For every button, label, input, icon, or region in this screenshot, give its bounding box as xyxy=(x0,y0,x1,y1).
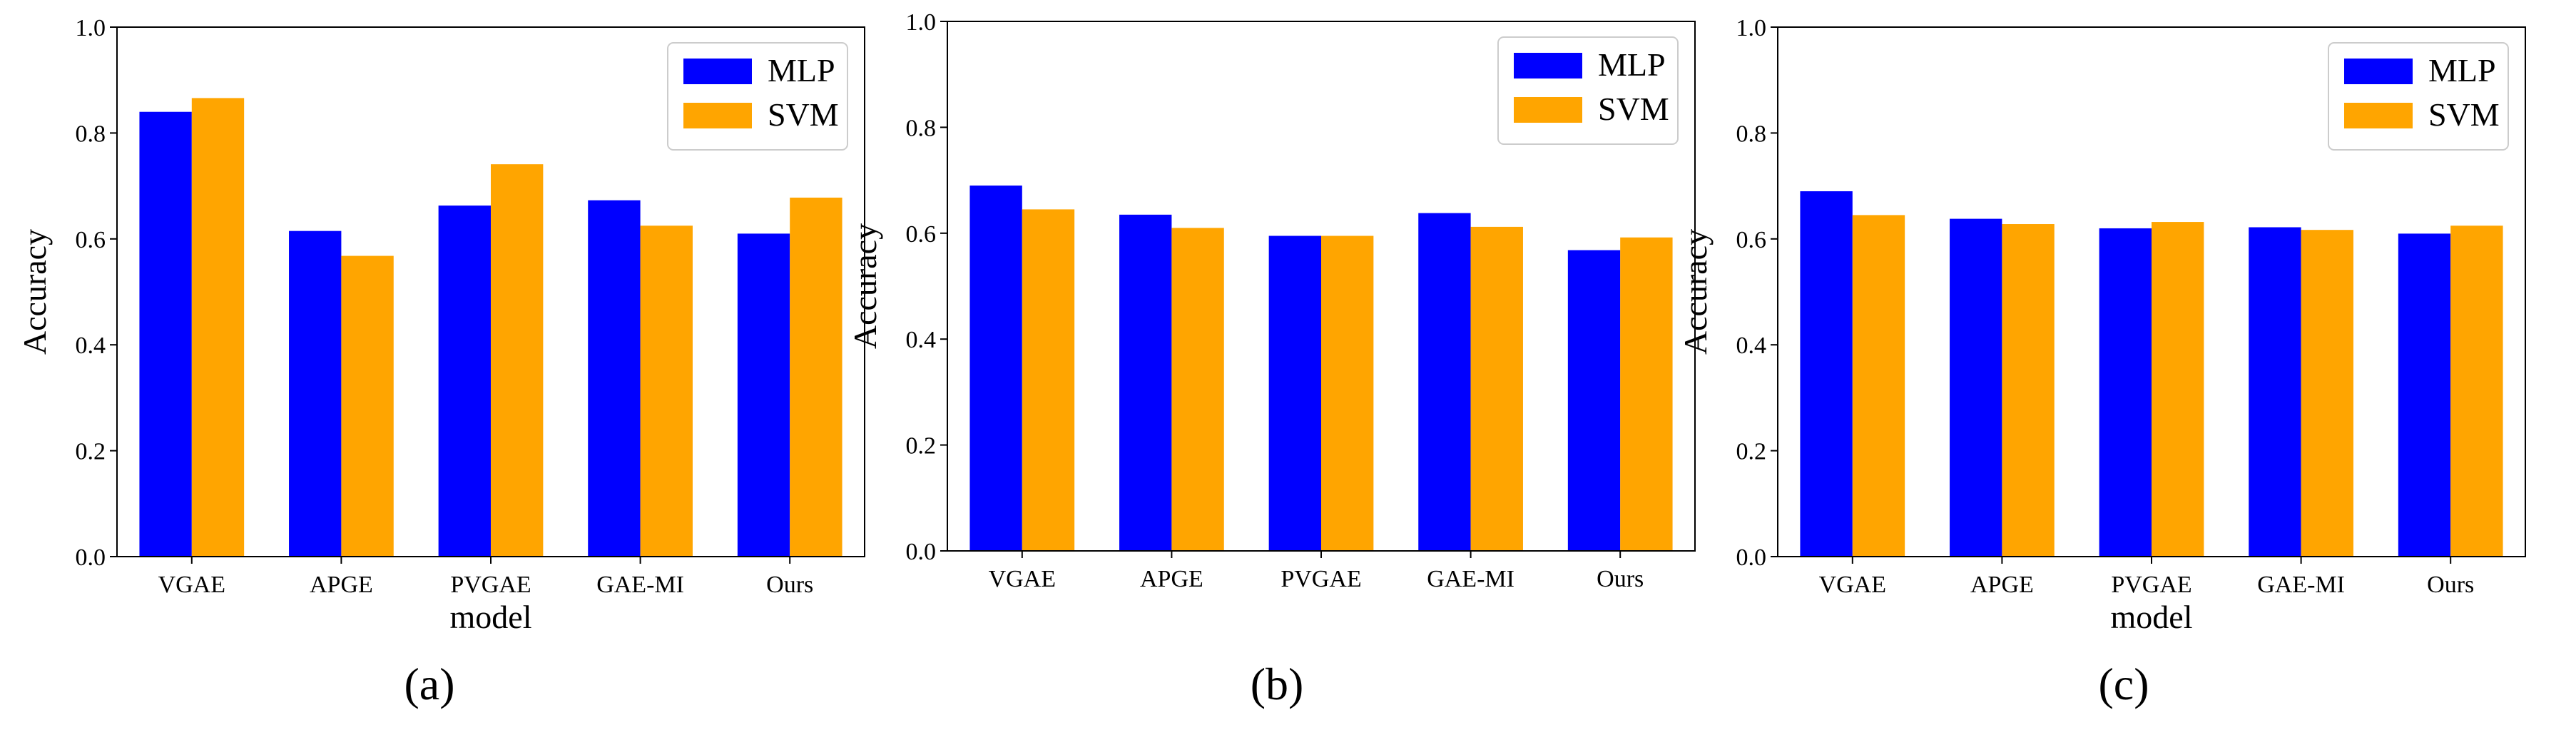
y-axis-title: Accuracy xyxy=(1677,229,1714,355)
chart-panel-3: 0.0 0.2 0.4 0.6 0.8 1.0 VGAE APGE PVGAE GAE-MI Our… xyxy=(1677,15,2526,635)
y-tick-label: 0.6 xyxy=(76,227,106,253)
bar-svm-apge xyxy=(2002,224,2055,557)
bar-svm-apge xyxy=(1171,228,1224,551)
bar-mlp-ours xyxy=(1567,250,1621,551)
x-tick-label: VGAE xyxy=(989,566,1056,592)
bar-svm-pvgae xyxy=(2152,222,2204,557)
bar-svm-apge xyxy=(341,255,394,557)
bar-svm-vgae xyxy=(1022,209,1075,551)
bar-mlp-pvgae xyxy=(438,206,491,557)
y-tick-label: 0.8 xyxy=(906,115,937,141)
legend-label-svm: SVM xyxy=(1598,91,1669,127)
x-tick-label: PVGAE xyxy=(2111,572,2191,598)
y-axis-title: Accuracy xyxy=(847,223,883,349)
bar-svm-pvgae xyxy=(491,164,544,557)
x-tick-label: Ours xyxy=(2427,572,2474,598)
bar-svm-ours xyxy=(790,197,842,557)
bar-svm-vgae xyxy=(1852,215,1905,557)
plot-frame xyxy=(1777,26,2526,557)
x-tick-label: GAE-MI xyxy=(596,572,684,598)
legend-swatch-mlp xyxy=(1514,53,1582,78)
legend-swatch-svm xyxy=(683,103,752,128)
x-tick-label: APGE xyxy=(310,572,373,598)
bar-svm-gae-mi xyxy=(1470,226,1523,551)
x-tick-label: VGAE xyxy=(158,572,225,598)
legend: MLP SVM xyxy=(667,42,848,151)
legend-swatch-mlp xyxy=(683,59,752,84)
subfigure-caption: (c) xyxy=(2098,659,2149,709)
bar-mlp-gae-mi xyxy=(588,200,641,557)
y-tick-label: 0.8 xyxy=(76,121,106,147)
bar-mlp-apge xyxy=(289,230,342,557)
y-axis-title: Accuracy xyxy=(16,229,53,355)
x-tick-label: GAE-MI xyxy=(1427,566,1514,592)
chart-panel-1: 0.0 0.2 0.4 0.6 0.8 1.0 VGAE APGE PVGAE GAE-MI Our… xyxy=(16,15,865,635)
x-tick-label: APGE xyxy=(1970,572,2034,598)
x-tick-label: PVGAE xyxy=(1281,566,1361,592)
bar-mlp-vgae xyxy=(1800,191,1853,557)
y-tick-label: 0.8 xyxy=(1736,121,1767,147)
bar-mlp-pvgae xyxy=(1268,235,1321,551)
bar-mlp-gae-mi xyxy=(1418,213,1471,551)
y-tick-label: 0.0 xyxy=(1736,544,1767,571)
subfigure-caption: (b) xyxy=(1251,659,1304,709)
y-tick-label: 0.0 xyxy=(906,539,937,565)
legend-label-mlp: MLP xyxy=(768,52,835,88)
x-tick-label: VGAE xyxy=(1819,572,1886,598)
legend-label-mlp: MLP xyxy=(1598,46,1666,83)
chart-panel-2: 0.0 0.2 0.4 0.6 0.8 1.0 VGAE APGE PVGAE GAE-MI Our… xyxy=(847,9,1696,592)
y-tick-label: 0.6 xyxy=(906,221,937,248)
y-tick-label: 0.0 xyxy=(76,544,106,571)
x-tick-label: Ours xyxy=(766,572,813,598)
bar-mlp-apge xyxy=(1119,214,1172,551)
plot-frame xyxy=(116,26,865,557)
bar-svm-ours xyxy=(2450,225,2503,557)
bar-mlp-apge xyxy=(1950,218,2002,557)
legend-label-svm: SVM xyxy=(2428,96,2500,133)
legend-swatch-mlp xyxy=(2344,59,2413,84)
y-tick-label: 0.4 xyxy=(76,333,106,359)
legend-swatch-svm xyxy=(2344,103,2413,128)
y-tick-label: 1.0 xyxy=(76,15,106,41)
bar-mlp-ours xyxy=(2398,233,2451,557)
y-tick-label: 1.0 xyxy=(1736,15,1767,41)
x-tick-label: APGE xyxy=(1140,566,1203,592)
legend: MLP SVM xyxy=(2328,42,2509,151)
x-tick-label: GAE-MI xyxy=(2257,572,2345,598)
y-tick-label: 1.0 xyxy=(906,9,937,36)
x-tick-label: Ours xyxy=(1597,566,1644,592)
y-tick-label: 0.4 xyxy=(906,327,937,353)
legend-label-mlp: MLP xyxy=(2428,52,2496,88)
x-axis-title: model xyxy=(450,599,532,635)
y-tick-label: 0.2 xyxy=(906,433,937,460)
bar-mlp-ours xyxy=(737,233,790,557)
plot-frame xyxy=(947,21,1696,552)
bar-svm-ours xyxy=(1620,237,1673,551)
x-axis-title: model xyxy=(2111,599,2193,635)
bar-svm-gae-mi xyxy=(640,225,693,557)
bar-mlp-vgae xyxy=(969,186,1022,551)
bar-mlp-pvgae xyxy=(2099,228,2152,557)
y-tick-label: 0.2 xyxy=(1736,439,1767,465)
bar-mlp-vgae xyxy=(139,111,192,557)
legend-swatch-svm xyxy=(1514,97,1582,123)
y-tick-label: 0.4 xyxy=(1736,333,1767,359)
bar-svm-pvgae xyxy=(1321,235,1374,551)
legend-label-svm: SVM xyxy=(768,96,839,133)
y-tick-label: 0.6 xyxy=(1736,227,1767,253)
bar-svm-vgae xyxy=(191,98,245,557)
bar-mlp-gae-mi xyxy=(2249,227,2301,557)
bar-svm-gae-mi xyxy=(2301,230,2353,557)
y-tick-label: 0.2 xyxy=(76,439,106,465)
legend: MLP SVM xyxy=(1497,36,1679,145)
subfigure-caption: (a) xyxy=(404,659,454,709)
x-tick-label: PVGAE xyxy=(450,572,531,598)
